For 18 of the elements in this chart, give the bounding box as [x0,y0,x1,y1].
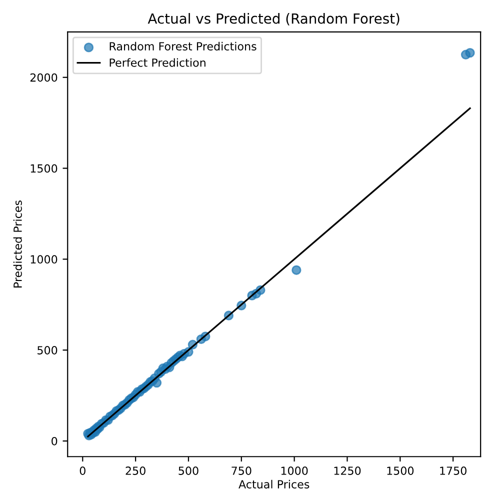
x-axis-title: Actual Prices [238,480,310,488]
y-tick-label: 1500 [30,164,58,173]
x-tick-label: 750 [232,466,252,475]
chart-title: Actual vs Predicted (Random Forest) [148,13,400,26]
x-tick-label: 1250 [334,466,361,475]
x-tick-label: 1750 [440,466,466,475]
x-tick-label: 0 [80,466,86,475]
x-tick-label: 1000 [281,466,308,475]
y-tick-label: 0 [52,436,58,446]
y-tick-label: 2000 [30,73,58,82]
x-tick-label: 500 [178,466,198,475]
x-tick-label: 1500 [387,466,414,475]
y-tick-label: 1000 [30,255,58,264]
y-axis-title: Predicted Prices [13,200,22,288]
x-tick-label: 250 [126,466,146,475]
legend-label: Random Forest Predictions [110,42,256,51]
legend-label: Perfect Prediction [110,58,206,67]
y-tick-label: 500 [38,346,58,354]
